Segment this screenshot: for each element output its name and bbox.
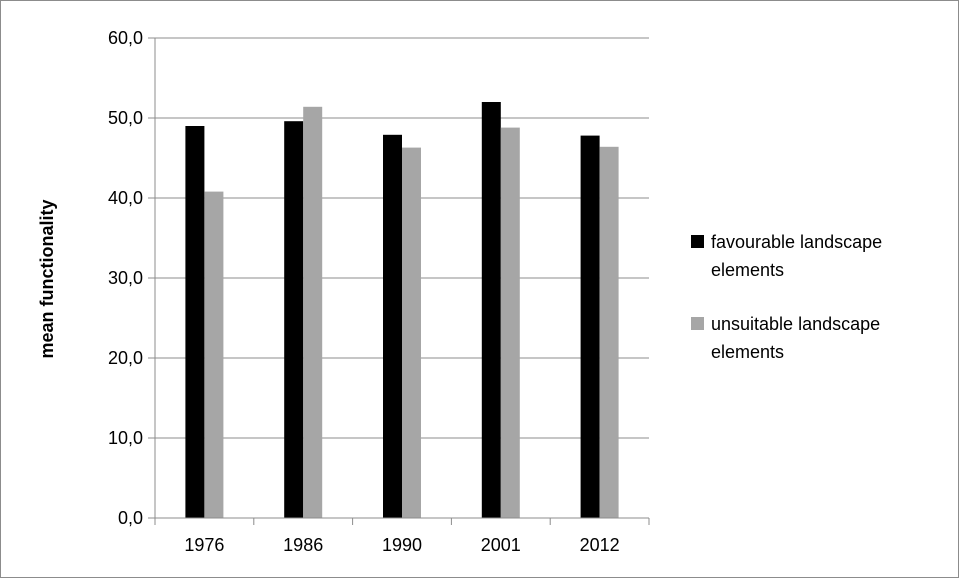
y-tick-label: 30,0 (108, 268, 143, 288)
bar-unsuitable-1976 (204, 191, 224, 518)
y-tick-label: 40,0 (108, 188, 143, 208)
bar-favourable-1976 (185, 126, 205, 518)
legend-swatch (691, 317, 704, 330)
y-tick-labels: 0,0 10,0 20,0 30,0 40,0 50,0 60,0 (108, 28, 143, 528)
y-tick-label: 10,0 (108, 428, 143, 448)
legend-swatch (691, 235, 704, 248)
bar-favourable-1990 (383, 134, 402, 519)
x-tick-labels: 1976 1986 1990 2001 2012 (184, 535, 619, 555)
x-tick-label: 1986 (283, 535, 323, 555)
x-tick-label: 2001 (481, 535, 521, 555)
x-tick-label: 1990 (382, 535, 422, 555)
legend-label: favourable landscape (711, 232, 882, 252)
bar-favourable-2001 (481, 102, 501, 518)
x-tick-label: 1976 (184, 535, 224, 555)
y-tick-label: 0,0 (118, 508, 143, 528)
axes (148, 37, 650, 525)
y-axis-title: mean functionality (37, 199, 57, 358)
bars (185, 102, 619, 519)
bar-favourable-1986 (284, 121, 304, 518)
x-tick-label: 2012 (580, 535, 620, 555)
y-tick-label: 20,0 (108, 348, 143, 368)
bar-unsuitable-2001 (500, 127, 520, 518)
legend-item: unsuitable landscape elements (691, 314, 880, 362)
y-tick-label: 60,0 (108, 28, 143, 48)
bar-unsuitable-1986 (303, 106, 323, 519)
y-tick-label: 50,0 (108, 108, 143, 128)
legend-label: elements (711, 260, 784, 280)
bar-unsuitable-1990 (402, 147, 421, 518)
legend-label: unsuitable landscape (711, 314, 880, 334)
legend-item: favourable landscape elements (691, 232, 882, 280)
bar-favourable-2012 (580, 135, 600, 518)
legend-label: elements (711, 342, 784, 362)
bar-unsuitable-2012 (599, 146, 619, 519)
